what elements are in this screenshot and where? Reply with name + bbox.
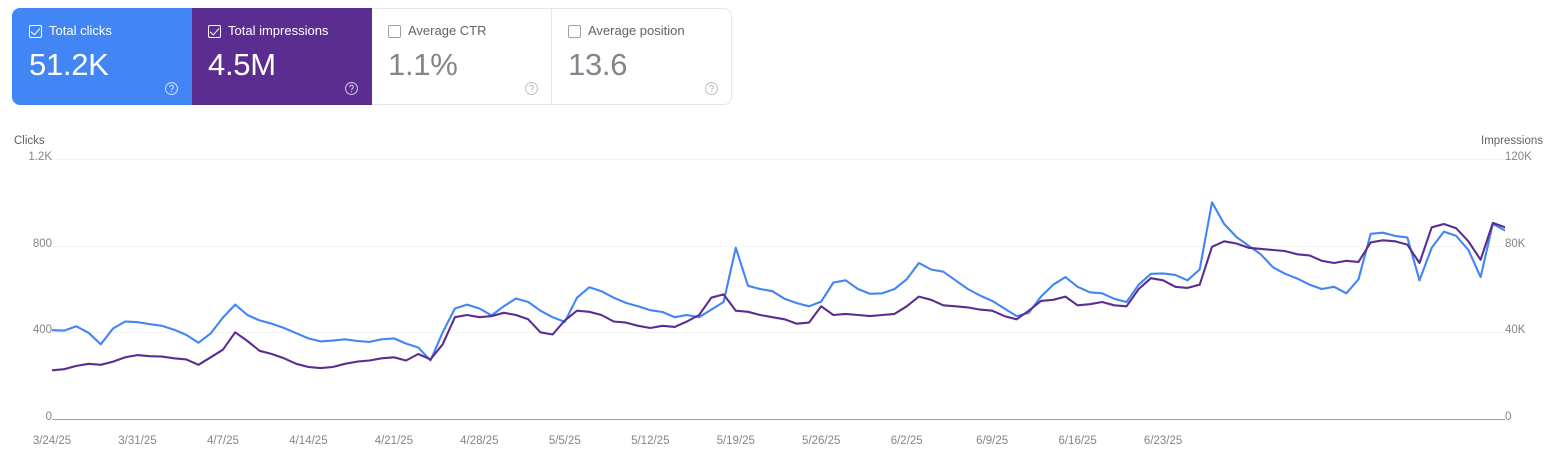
x-axis-tick: 6/9/25 [976, 435, 1009, 447]
metric-value-total-clicks: 51.2K [29, 47, 109, 82]
x-axis-tick: 3/24/25 [32, 435, 72, 447]
metric-card-header: Average position [568, 23, 715, 39]
checkbox-average-position[interactable] [568, 24, 581, 38]
help-circle-icon[interactable] [704, 81, 719, 96]
checkbox-total-clicks[interactable] [29, 24, 42, 38]
checkbox-average-ctr[interactable] [388, 24, 401, 38]
metric-value-average-ctr: 1.1% [388, 47, 458, 82]
y-axis-left-tick: 1.2K [28, 151, 52, 163]
x-axis-tick: 3/31/25 [118, 435, 157, 447]
help-circle-icon[interactable] [524, 81, 539, 96]
help-circle-icon[interactable] [344, 81, 359, 96]
help-circle-icon[interactable] [164, 81, 179, 96]
chart-gridline [52, 245, 1505, 247]
checkbox-total-impressions[interactable] [208, 24, 221, 38]
chart-series-line-clicks [52, 201, 1505, 362]
x-axis-tick: 4/14/25 [289, 435, 328, 447]
metric-card-average-ctr[interactable]: Average CTR 1.1% [372, 8, 552, 105]
x-axis-tick: 4/7/25 [206, 435, 239, 447]
metric-card-header: Total impressions [208, 23, 355, 39]
x-axis-tick: 5/19/25 [716, 435, 755, 447]
x-axis-tick: 6/2/25 [890, 435, 923, 447]
x-axis-tick: 6/16/25 [1058, 435, 1097, 447]
x-axis-tick: 5/12/25 [631, 435, 670, 447]
y-axis-right-tick: 120K [1505, 151, 1532, 163]
metric-card-total-clicks[interactable]: Total clicks 51.2K [12, 8, 192, 105]
x-axis-tick: 6/23/25 [1143, 435, 1183, 447]
y-axis-left-tick: 400 [32, 324, 52, 337]
x-axis-tick: 4/28/25 [460, 435, 499, 447]
y-axis-left-tick: 0 [45, 411, 52, 423]
performance-chart: Clicks Impressions 1.2K 800 400 0 120K 80K 40… [0, 120, 1557, 474]
y-axis-right-tick: 80K [1505, 237, 1526, 250]
y-axis-right-title: Impressions [1481, 135, 1543, 147]
metric-card-header: Average CTR [388, 23, 535, 39]
x-axis-tick: 5/5/25 [548, 435, 581, 447]
x-axis-tick: 5/26/25 [802, 435, 841, 447]
metric-card-header: Total clicks [29, 23, 175, 39]
chart-gridline [52, 332, 1505, 334]
metric-label-total-clicks: Total clicks [49, 23, 112, 38]
x-axis-tick: 4/21/25 [374, 435, 414, 447]
y-axis-right-tick: 40K [1505, 324, 1526, 337]
y-axis-right-tick: 0 [1505, 411, 1512, 423]
metric-label-total-impressions: Total impressions [228, 23, 329, 38]
metric-label-average-position: Average position [588, 23, 685, 38]
metric-card-average-position[interactable]: Average position 13.6 [552, 8, 732, 105]
chart-gridline [52, 159, 1505, 160]
metric-value-average-position: 13.6 [568, 47, 628, 82]
metric-card-total-impressions[interactable]: Total impressions 4.5M [192, 8, 372, 105]
y-axis-left-title: Clicks [14, 135, 45, 147]
metric-value-total-impressions: 4.5M [208, 47, 276, 82]
metric-label-average-ctr: Average CTR [408, 23, 487, 38]
chart-baseline [52, 419, 1505, 420]
metric-cards-row: Total clicks 51.2K Total impressions 4.5… [12, 8, 732, 105]
chart-series-line-impressions [52, 221, 1505, 372]
y-axis-left-tick: 800 [32, 237, 52, 250]
chart-plot-area [52, 120, 1505, 474]
